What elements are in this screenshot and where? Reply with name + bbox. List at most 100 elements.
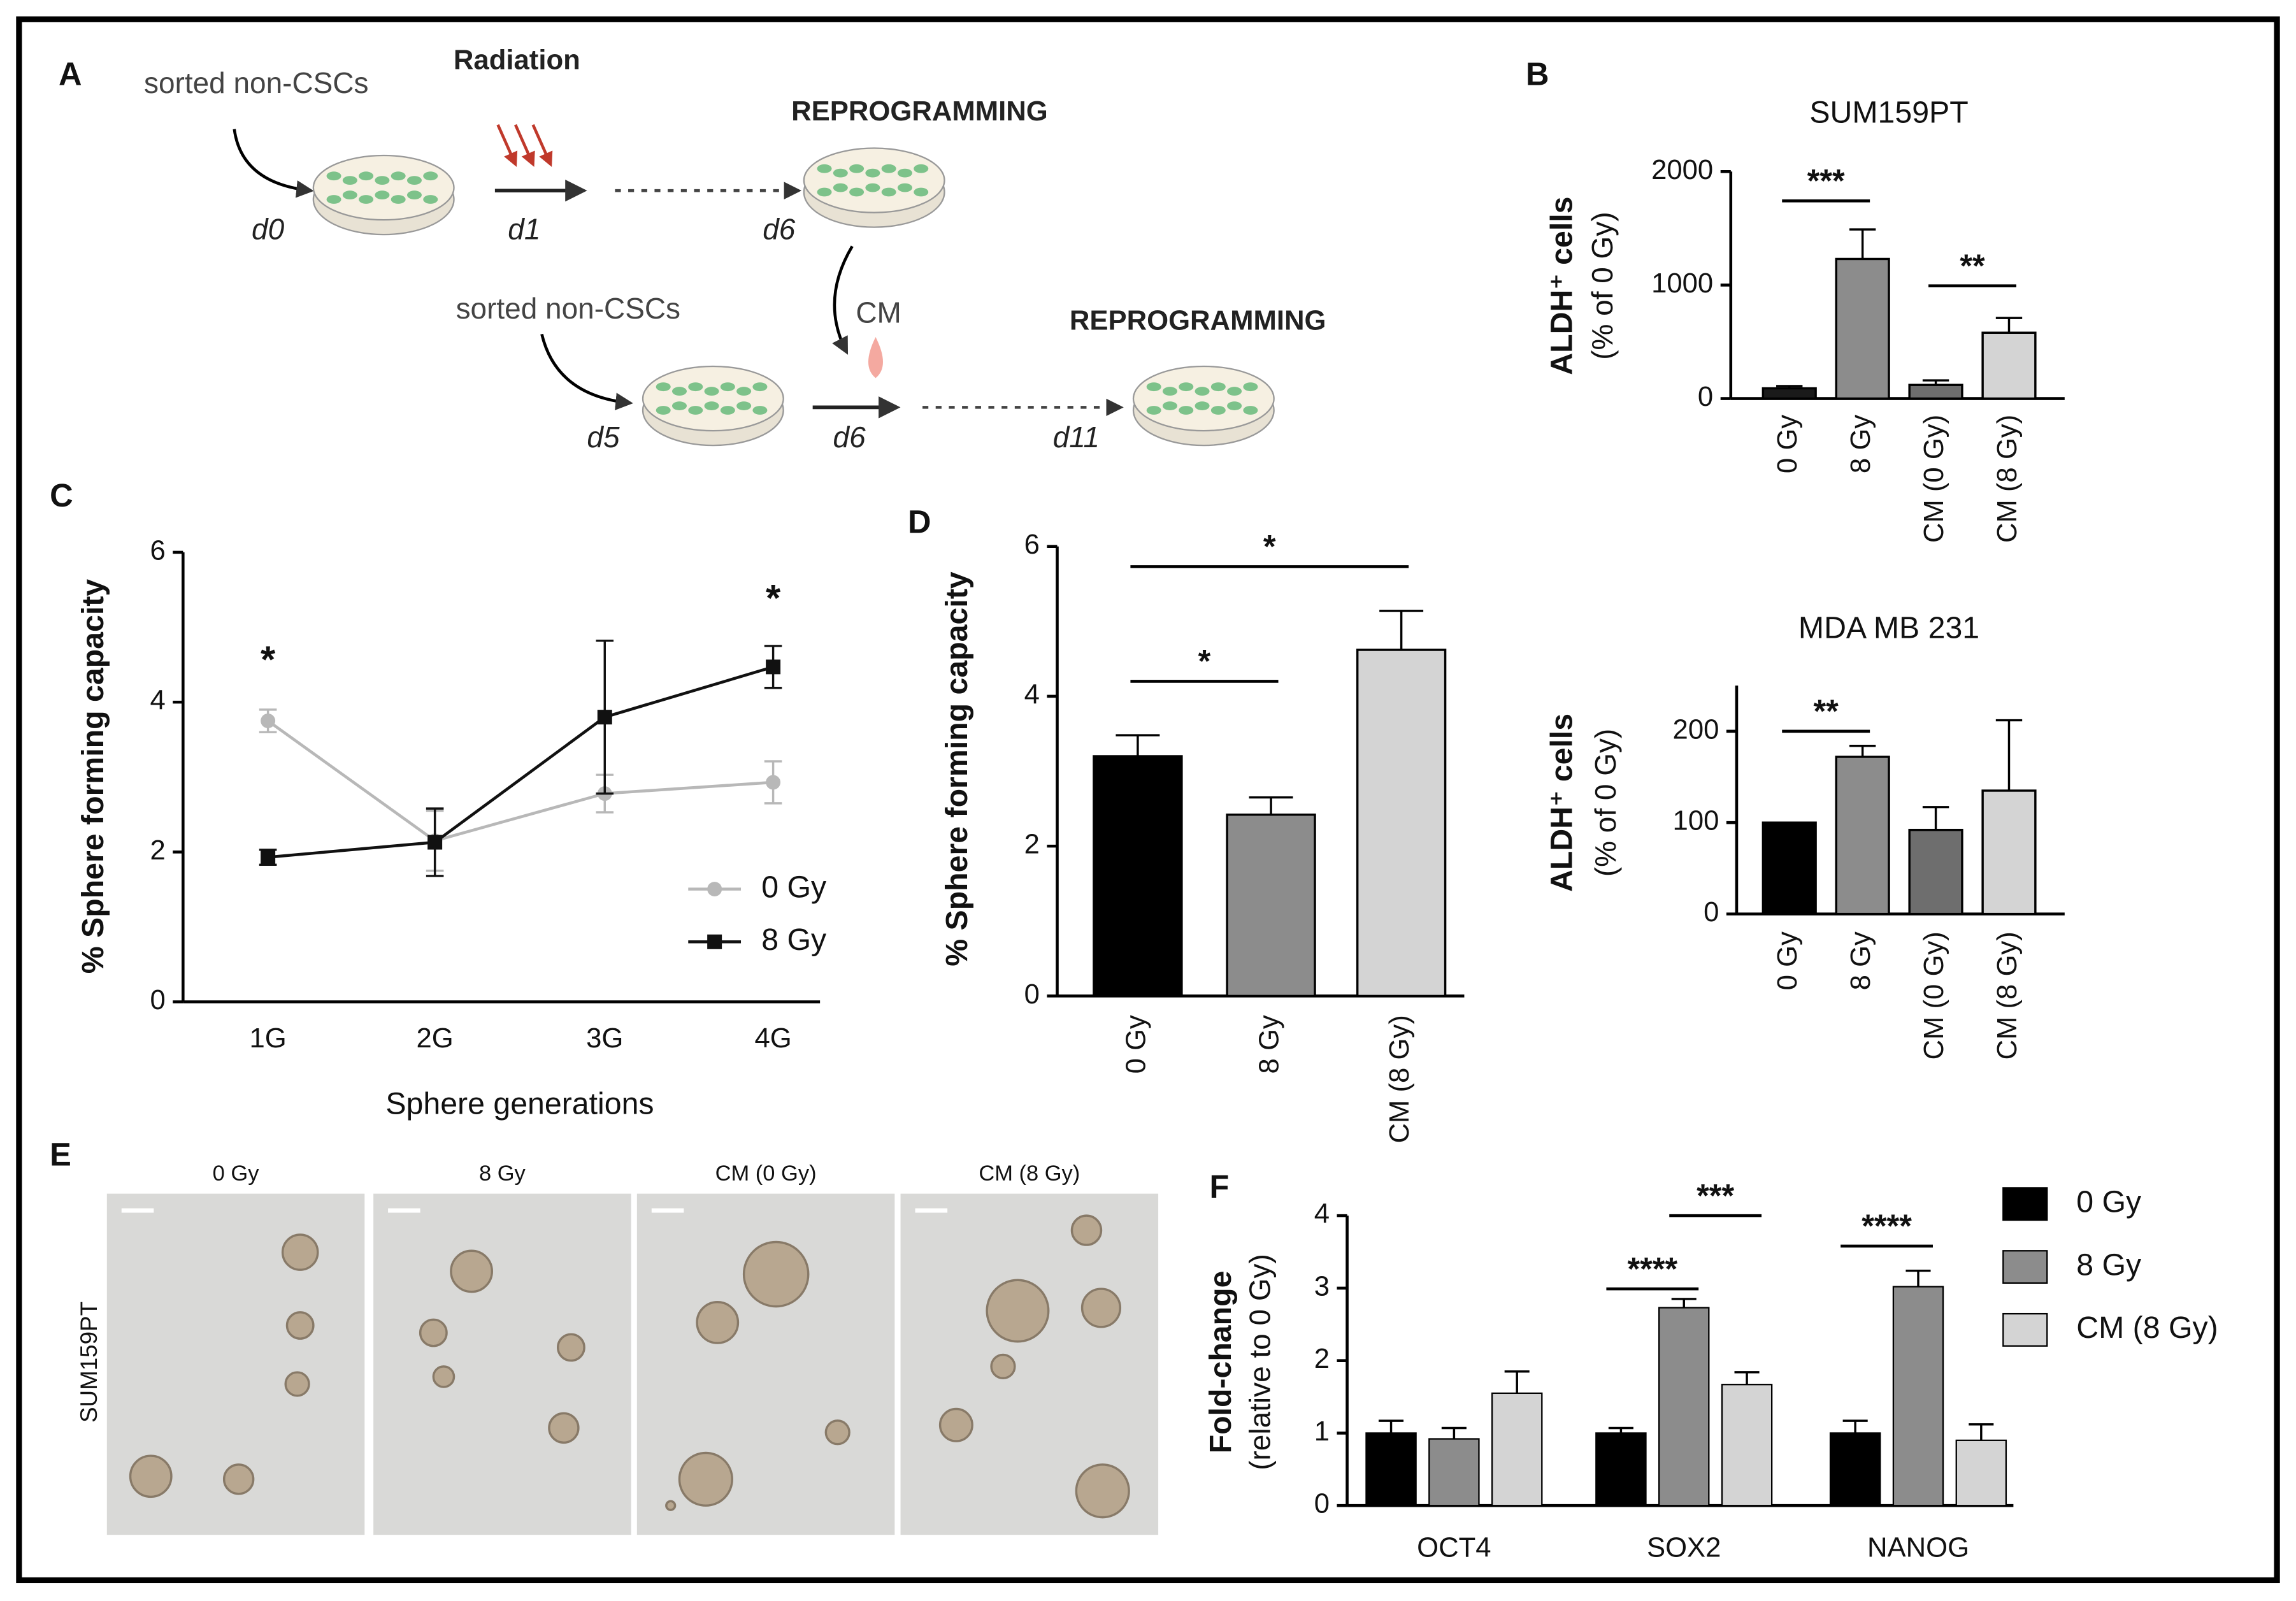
y-tick-label: 0: [1698, 381, 1713, 412]
bar: [1955, 1439, 2007, 1507]
bar: [1658, 1307, 1710, 1507]
diagram-label: d1: [508, 213, 540, 246]
cell: [897, 183, 912, 192]
significance-label: **: [1814, 693, 1839, 729]
bar: [1356, 649, 1447, 998]
cell: [359, 195, 374, 204]
sphere: [824, 1419, 850, 1446]
cell: [423, 195, 438, 204]
x-tick-label: 2G: [417, 1023, 454, 1054]
cell: [688, 382, 703, 392]
diagram-label: d0: [252, 213, 285, 246]
significance-label: ***: [1697, 1177, 1734, 1214]
cell: [914, 187, 929, 197]
cell: [1227, 387, 1242, 396]
bar: [1892, 1286, 1944, 1507]
micrograph: [373, 1193, 631, 1535]
diagram-label: CM: [856, 296, 901, 329]
cell: [849, 187, 865, 197]
legend-label: CM (8 Gy): [2076, 1310, 2218, 1345]
cell: [897, 168, 912, 178]
diagram-label: d5: [587, 420, 620, 454]
legend-marker: [707, 882, 722, 897]
panel-label: A: [59, 55, 82, 92]
y-axis-label: ALDH⁺ cells: [1545, 714, 1579, 892]
dish-top: [642, 365, 784, 432]
cell: [736, 401, 752, 410]
x-tick-label: CM (0 Gy): [1918, 415, 1949, 543]
cell: [1195, 387, 1210, 396]
x-tick-label: 0 Gy: [1772, 931, 1803, 990]
cell: [671, 387, 687, 396]
sphere: [665, 1500, 677, 1511]
cell: [914, 164, 929, 173]
y-axis-label: % Sphere forming capacity: [76, 579, 110, 974]
cell: [1162, 387, 1177, 396]
significance-label: **: [1960, 247, 1985, 284]
y-tick-label: 0: [1024, 979, 1040, 1010]
cell: [423, 171, 438, 181]
y-tick-label: 6: [150, 535, 165, 566]
dish-top: [1132, 365, 1275, 432]
sphere: [1080, 1288, 1122, 1328]
sphere: [1075, 1463, 1130, 1519]
y-tick-label: 100: [1673, 805, 1719, 836]
significance-label: *: [1263, 528, 1276, 564]
legend-label: 8 Gy: [761, 923, 827, 957]
arrow: [233, 129, 314, 198]
diagram: sorted non-CSCs Radiation REPROGRAMMING …: [144, 44, 1326, 454]
sphere: [548, 1412, 580, 1444]
sphere: [419, 1318, 448, 1347]
scale-bar: [121, 1208, 154, 1213]
cell: [704, 387, 719, 396]
arrow: [832, 245, 854, 355]
x-tick-label: 8 Gy: [1845, 415, 1876, 473]
x-tick-label: 0 Gy: [1120, 1015, 1151, 1073]
bar: [1908, 384, 1963, 400]
diagram-label: REPROGRAMMING: [1070, 305, 1326, 336]
y-tick-label: 200: [1673, 714, 1719, 745]
cell: [391, 195, 406, 204]
point: [766, 659, 781, 675]
x-tick-label: CM (8 Gy): [1991, 415, 2023, 543]
sphere: [938, 1407, 973, 1442]
bar: [1829, 1432, 1881, 1507]
cell: [1243, 382, 1258, 392]
point: [597, 710, 612, 725]
cell: [326, 171, 341, 181]
legend-swatch: [2002, 1187, 2048, 1221]
bar: [1365, 1432, 1417, 1507]
dish-top: [312, 154, 455, 221]
cell: [1195, 401, 1210, 410]
scale-bar: [388, 1208, 420, 1213]
bar: [1981, 789, 2037, 915]
sphere: [742, 1240, 810, 1308]
diagram-label: sorted non-CSCs: [456, 292, 680, 325]
point: [427, 835, 443, 850]
cell: [817, 187, 832, 197]
diagram-label: REPROGRAMMING: [791, 96, 1048, 127]
cell: [406, 176, 422, 185]
y-axis-label: ALDH⁺ cells: [1545, 196, 1579, 375]
panel-label: F: [1210, 1168, 1230, 1205]
panel-label: E: [50, 1137, 71, 1173]
cell: [817, 164, 832, 173]
sphere: [450, 1249, 494, 1293]
cell: [849, 164, 865, 173]
cm-drop: [868, 337, 883, 378]
image-title: CM (8 Gy): [979, 1161, 1080, 1186]
y-tick-label: 1: [1314, 1416, 1330, 1447]
cell: [688, 406, 703, 415]
cell: [406, 190, 422, 199]
diagram-label: d6: [763, 213, 796, 246]
cell: [671, 401, 687, 410]
legend-label: 0 Gy: [761, 870, 827, 904]
y-tick-label: 1000: [1651, 268, 1713, 299]
cell: [1146, 406, 1161, 415]
cell: [656, 382, 671, 392]
y-tick-label: 0: [1704, 896, 1719, 928]
legend-swatch: [2002, 1250, 2048, 1284]
x-tick-label: 1G: [249, 1023, 286, 1054]
y-tick-label: 6: [1024, 529, 1040, 560]
